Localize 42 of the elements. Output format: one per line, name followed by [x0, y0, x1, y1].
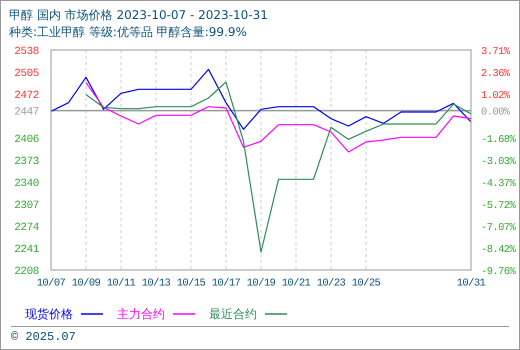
x-tick-label: 10/21: [282, 277, 311, 290]
x-tick-label: 10/25: [352, 277, 381, 290]
y2-tick-label: 2.36%: [481, 68, 511, 80]
y2-tick-label: 0.00%: [481, 106, 511, 119]
x-tick-label: 10/23: [316, 277, 346, 290]
y-tick-label: 2472: [14, 90, 39, 102]
legend-label: 最近合约: [209, 306, 257, 322]
chart-subtitle: 种类:工业甲醇 等级:优等品 甲醇含量:99.9%: [9, 24, 247, 41]
chart-title: 甲醇 国内 市场价格 2023-10-07 - 2023-10-31: [9, 7, 268, 24]
x-tick-label: 10/19: [246, 277, 276, 290]
y2-tick-label: -4.37%: [481, 178, 517, 190]
legend-label: 现货价格: [25, 306, 73, 322]
y-tick-label: 2538: [14, 46, 39, 58]
y-tick-label: 2406: [14, 134, 39, 146]
x-tick-label: 10/17: [212, 277, 241, 290]
y-tick-label: 2447: [14, 106, 39, 119]
x-tick-label: 10/09: [72, 277, 101, 290]
x-tick-label: 10/15: [176, 277, 206, 290]
x-tick-label: 10/07: [36, 277, 66, 290]
y2-tick-label: 1.02%: [481, 90, 511, 102]
y-tick-label: 2274: [14, 222, 40, 234]
x-tick-label: 10/31: [456, 277, 486, 290]
y2-tick-label: -3.03%: [481, 156, 517, 168]
line-series: [85, 82, 471, 153]
line-series: [85, 81, 471, 253]
y2-tick-label: -8.42%: [481, 244, 517, 256]
y2-tick-label: -7.07%: [481, 222, 517, 234]
y2-tick-label: 3.71%: [481, 46, 511, 58]
y-tick-label: 2208: [14, 266, 39, 278]
text: © 2025.07: [11, 330, 76, 344]
y-tick-label: 2505: [14, 68, 39, 80]
y-tick-label: 2340: [14, 178, 39, 190]
y-tick-label: 2307: [14, 200, 39, 212]
x-tick-label: 10/11: [106, 277, 136, 290]
x-tick-label: 10/13: [142, 277, 171, 290]
y2-tick-label: -1.68%: [481, 134, 517, 146]
y2-tick-label: -5.72%: [481, 200, 517, 212]
y-tick-label: 2373: [14, 156, 39, 168]
y-tick-label: 2241: [14, 244, 40, 256]
y2-tick-label: -9.76%: [481, 266, 517, 278]
legend-label: 主力合约: [117, 306, 165, 322]
line-series: [51, 68, 471, 130]
